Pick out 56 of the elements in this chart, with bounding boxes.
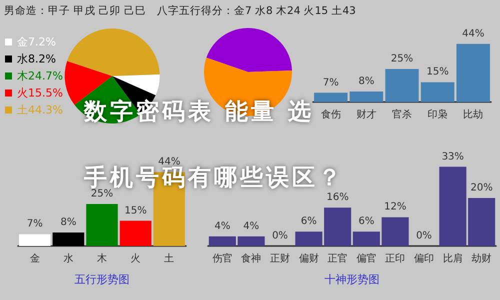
x-axis-title: 十神形势图	[324, 273, 380, 286]
x-tick-label: 财才	[356, 108, 376, 120]
x-tick-label: 偏印	[414, 252, 434, 264]
bar	[19, 234, 51, 246]
data-label: 4%	[214, 220, 230, 232]
x-axis-title: 五行形势图	[74, 273, 130, 286]
bar	[86, 204, 118, 246]
x-tick-label: 正官	[328, 252, 348, 264]
data-label: 44%	[158, 156, 180, 168]
bar	[120, 220, 152, 246]
data-label: 7%	[26, 218, 43, 230]
x-tick-label: 土	[164, 252, 174, 264]
legend-label: 水8.2%	[17, 52, 56, 66]
legend-label: 火15.5%	[17, 86, 63, 100]
x-tick-label: 木	[97, 252, 107, 264]
data-label: 6%	[358, 216, 374, 228]
data-label: 16%	[326, 192, 349, 204]
x-tick-label: 食伤	[320, 108, 341, 120]
bar	[314, 92, 348, 102]
x-tick-label: 金	[30, 252, 40, 264]
data-label: 25%	[90, 188, 114, 200]
data-label: 8%	[60, 217, 76, 228]
x-tick-label: 食神	[241, 252, 262, 264]
bar	[420, 82, 454, 102]
x-tick-label: 伤官	[212, 252, 232, 264]
x-tick-label: 比劫	[463, 108, 484, 120]
x-tick-label: 火	[130, 252, 141, 264]
data-label: 6%	[300, 216, 317, 228]
x-tick-label: 正印	[385, 252, 406, 264]
data-label: 0%	[416, 230, 432, 242]
x-tick-label: 正财	[270, 252, 290, 264]
data-label: 20%	[470, 182, 493, 194]
x-tick-label: 偏官	[356, 252, 376, 264]
data-label: 7%	[322, 77, 339, 88]
x-tick-label: 印枭	[428, 108, 448, 120]
data-label: 25%	[390, 54, 414, 64]
text: 男命造：甲子 甲戌 己卯 己巳 八字五行得分：金7 水8 木24 火15 土43	[3, 4, 356, 18]
x-tick-label: 官杀	[392, 108, 412, 120]
data-label: 15%	[426, 66, 449, 78]
data-label: 12%	[384, 202, 406, 213]
bar	[350, 91, 384, 102]
x-tick-label: 劫财	[472, 252, 492, 264]
x-tick-label: 水	[63, 252, 74, 264]
x-tick-label: 比肩	[442, 252, 463, 264]
bar	[385, 69, 419, 102]
data-label: 44%	[462, 28, 484, 40]
legend-label: 木24.7%	[17, 70, 63, 82]
data-label: 0%	[272, 230, 288, 242]
x-tick-label: 偏财	[298, 252, 319, 264]
data-label: 33%	[442, 151, 464, 162]
data-label: 15%	[124, 205, 147, 216]
bar	[456, 44, 490, 102]
bar	[52, 232, 84, 246]
legend-label: 土44.3%	[17, 104, 63, 116]
data-label: 4%	[243, 220, 260, 232]
data-label: 8%	[358, 76, 374, 87]
